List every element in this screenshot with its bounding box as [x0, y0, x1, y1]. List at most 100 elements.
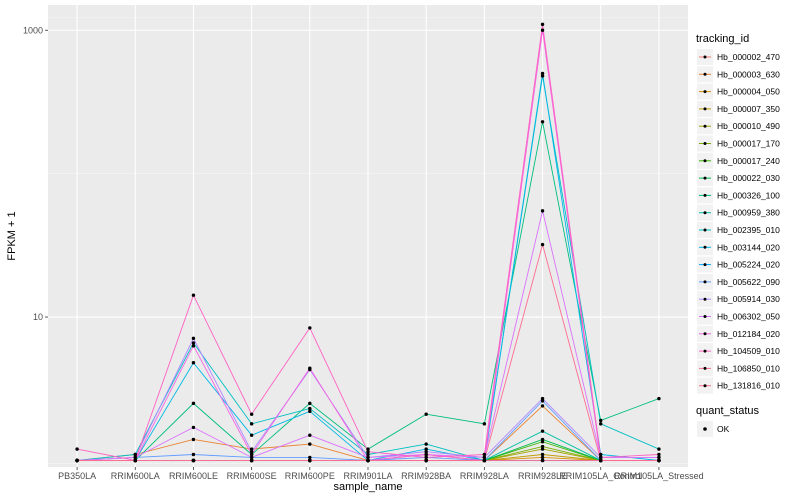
data-point — [308, 458, 312, 463]
data-point — [308, 442, 312, 446]
data-point — [308, 366, 312, 370]
data-point — [249, 450, 254, 454]
points-layer — [75, 22, 661, 463]
legend-label-hb-106850-010: Hb_106850_010 — [717, 363, 780, 373]
legend-label-hb-012184-020: Hb_012184_020 — [717, 329, 780, 339]
data-point — [308, 326, 312, 330]
quant-status-legend-title: quant_status — [696, 405, 759, 417]
data-point — [657, 458, 661, 463]
legend-label-hb-000022-030: Hb_000022_030 — [717, 173, 780, 183]
data-point — [424, 447, 428, 451]
data-point — [540, 242, 545, 247]
legend-key-point — [703, 384, 707, 388]
data-point — [191, 452, 196, 457]
data-point — [133, 458, 137, 463]
data-point — [540, 22, 545, 27]
quant-status-label: OK — [717, 424, 730, 434]
data-point — [482, 452, 487, 457]
data-point — [540, 396, 545, 401]
data-point — [424, 412, 428, 416]
x-axis: PB350LA RRIM600LA RRIM600LE RRIM600SE RRIM60… — [58, 467, 704, 481]
legend-label-hb-000959-380: Hb_000959_380 — [717, 208, 780, 218]
legend-title: tracking_id — [696, 33, 749, 45]
data-point — [249, 447, 254, 451]
data-point — [540, 209, 545, 213]
data-point — [308, 409, 312, 414]
data-point — [366, 450, 370, 454]
data-point — [482, 458, 487, 463]
data-point — [191, 336, 196, 341]
legend-key-point — [703, 55, 707, 59]
data-point — [191, 401, 196, 406]
data-point — [424, 442, 428, 446]
data-point — [599, 458, 603, 463]
data-point — [657, 396, 661, 401]
legend-label-hb-000002-470: Hb_000002_470 — [717, 52, 780, 62]
legend-label-hb-005224-020: Hb_005224_020 — [717, 260, 780, 270]
legend-key-point — [703, 107, 707, 111]
data-point — [540, 429, 545, 433]
legend-label-hb-002395-010: Hb_002395_010 — [717, 225, 780, 235]
legend-key-point — [703, 366, 707, 370]
y-axis: 10 1000 — [23, 25, 48, 322]
x-tick-label-rrim600se: RRIM600SE — [227, 471, 277, 481]
data-point — [482, 422, 487, 426]
x-tick-label-rrim600pe: RRIM600PE — [285, 471, 335, 481]
x-tick-label-rrim901la: RRIM901LA — [343, 471, 392, 481]
data-point — [191, 437, 196, 442]
data-point — [308, 455, 312, 460]
data-point — [191, 458, 196, 463]
x-tick-label-rrim105la_control: RRIM105LA_Control — [559, 471, 642, 481]
legend-key-point — [703, 228, 707, 232]
legend-key-point — [703, 280, 707, 284]
data-point — [249, 422, 254, 426]
legend-key-point — [703, 159, 707, 163]
data-point — [308, 406, 312, 411]
legend-label-hb-000010-490: Hb_000010_490 — [717, 121, 780, 131]
data-point — [540, 437, 545, 442]
legend-key-point — [703, 90, 707, 94]
legend-label-hb-005914-030: Hb_005914_030 — [717, 294, 780, 304]
x-tick-label-pb350la: PB350LA — [58, 471, 96, 481]
legend-label-hb-000326-100: Hb_000326_100 — [717, 190, 780, 200]
data-point — [657, 452, 661, 457]
grid — [48, 5, 688, 467]
legend-label-hb-003144-020: Hb_003144_020 — [717, 242, 780, 252]
data-point — [540, 71, 545, 76]
data-point — [482, 455, 487, 460]
data-point — [308, 433, 312, 437]
data-point — [540, 447, 545, 451]
data-point — [249, 455, 254, 460]
legend-key-point — [703, 245, 707, 249]
legend-key-point — [703, 297, 707, 301]
x-axis-title: sample_name — [333, 481, 402, 493]
data-point — [249, 452, 254, 457]
legend-label-hb-000017-170: Hb_000017_170 — [717, 139, 780, 149]
legend-key-point — [703, 72, 707, 76]
data-point — [540, 458, 545, 463]
data-point — [424, 452, 428, 457]
legend-key-point — [703, 142, 707, 145]
legend-label-hb-000017-240: Hb_000017_240 — [717, 156, 780, 166]
data-point — [599, 452, 603, 457]
legend-key-point — [703, 176, 707, 180]
data-point — [599, 422, 603, 426]
data-point — [366, 455, 370, 460]
x-tick-label-rrim928ba: RRIM928BA — [401, 471, 451, 481]
data-point — [657, 447, 661, 451]
legend-key-point — [703, 332, 707, 336]
x-tick-label-rrim600la: RRIM600LA — [111, 471, 160, 481]
legend-key-point — [703, 211, 707, 215]
legend-key-point — [703, 193, 707, 197]
data-point — [75, 458, 79, 463]
data-point — [599, 455, 603, 460]
data-point — [75, 447, 79, 451]
data-point — [133, 452, 137, 457]
data-point — [540, 404, 545, 408]
data-point — [366, 447, 370, 451]
data-point — [540, 452, 545, 457]
x-tick-label-rrim928la: RRIM928LA — [460, 471, 509, 481]
data-point — [540, 74, 545, 78]
data-point — [540, 399, 545, 403]
